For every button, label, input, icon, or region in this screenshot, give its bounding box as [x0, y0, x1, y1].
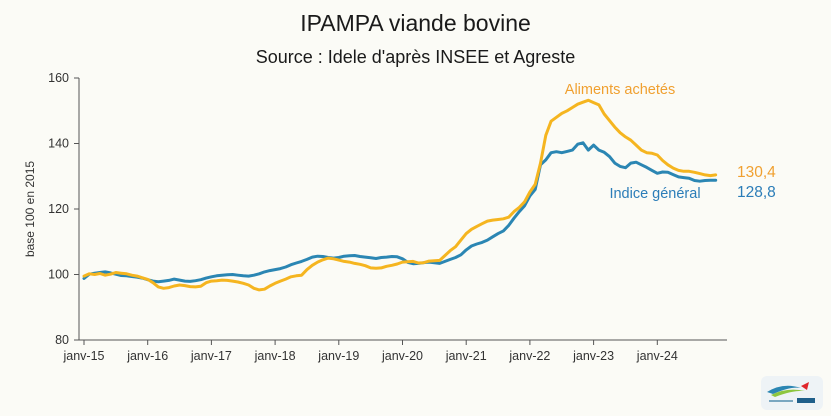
x-tick-label: janv-17: [190, 349, 232, 363]
y-tick-label: 120: [48, 202, 69, 216]
x-tick-label: janv-22: [508, 349, 550, 363]
end-value-aliments: 130,4: [737, 164, 776, 181]
series-line-indice: [82, 141, 718, 284]
y-tick-label: 140: [48, 137, 69, 151]
y-tick-label: 100: [48, 268, 69, 282]
x-tick-label: janv-24: [636, 349, 678, 363]
series-label-aliments: Aliments achetés: [565, 82, 675, 98]
series-line-aliments: [82, 98, 718, 292]
chart-subtitle: Source : Idele d'après INSEE et Agreste: [255, 47, 576, 67]
series-lines: [82, 98, 718, 292]
end-value-indice: 128,8: [737, 184, 776, 201]
axes: 80 100 120 140 160 janv-15 janv-16 janv-17 janv-…: [23, 71, 727, 363]
series-label-indice: Indice général: [609, 186, 700, 202]
x-tick-label: janv-16: [126, 349, 168, 363]
x-tick-label: janv-19: [317, 349, 359, 363]
x-tick-label: janv-21: [445, 349, 487, 363]
y-axis-title: base 100 en 2015: [23, 161, 37, 257]
y-tick-label: 160: [48, 71, 69, 85]
annotations: Aliments achetés Indice général 130,4 128,8: [565, 82, 776, 202]
idele-logo: [761, 376, 823, 410]
y-tick-label: 80: [55, 333, 69, 347]
x-tick-label: janv-15: [63, 349, 105, 363]
chart-title: IPAMPA viande bovine: [300, 10, 531, 36]
x-tick-label: janv-18: [254, 349, 296, 363]
x-tick-label: janv-23: [572, 349, 614, 363]
x-tick-label: janv-20: [381, 349, 423, 363]
